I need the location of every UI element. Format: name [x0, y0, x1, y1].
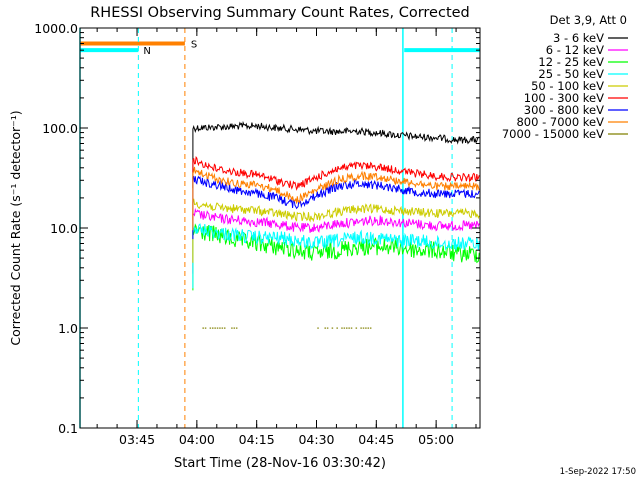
- series-points-8: [365, 327, 367, 329]
- series-points-8: [219, 327, 221, 329]
- x-tick-label: 05:00: [418, 432, 454, 447]
- x-tick-label: 04:00: [179, 432, 215, 447]
- series-points-8: [223, 327, 226, 329]
- legend-label: 50 - 100 keV: [531, 79, 604, 93]
- series-line-4: [192, 198, 480, 263]
- series-points-8: [367, 327, 370, 329]
- y-tick-label: 1.0: [58, 321, 78, 336]
- series-points-8: [231, 327, 233, 329]
- series-points-8: [331, 327, 334, 329]
- legend-title: Det 3,9, Att 0: [550, 13, 627, 27]
- series-points-8: [324, 327, 326, 329]
- y-axis-label: Corrected Count Rate (s⁻¹ detector⁻¹): [8, 110, 23, 345]
- series-points-8: [209, 327, 212, 329]
- series-line-2: [192, 223, 480, 291]
- generated-date: 1-Sep-2022 17:50: [560, 467, 636, 477]
- series-points-8: [216, 327, 219, 329]
- series-points-8: [341, 327, 343, 329]
- axes: 0.1 1.0 10.0 100.0 1000.0 03:45 04:00 04:15 04:3…: [34, 21, 480, 447]
- series-points-8: [355, 327, 358, 329]
- series-points-8: [369, 327, 372, 329]
- legend-label: 6 - 12 keV: [546, 43, 604, 57]
- legend-label: 3 - 6 keV: [553, 31, 604, 45]
- y-tick-label: 1000.0: [34, 21, 78, 36]
- series-points-8: [235, 327, 238, 329]
- series-points-8: [360, 327, 362, 329]
- x-axis-label: Start Time (28-Nov-16 03:30:42): [174, 456, 386, 471]
- chart-title: RHESSI Observing Summary Count Rates, Co…: [90, 5, 470, 21]
- series-points-8: [362, 327, 365, 329]
- legend-label: 7000 - 15000 keV: [502, 127, 604, 141]
- x-tick-label: 04:15: [239, 432, 275, 447]
- legend-label: 100 - 300 keV: [524, 91, 604, 105]
- x-tick-label: 03:45: [119, 432, 155, 447]
- y-tick-label: 100.0: [42, 121, 78, 136]
- series-line-7: [192, 166, 480, 231]
- series-line-5: [192, 155, 480, 221]
- x-tick-label: 04:30: [298, 432, 334, 447]
- series-points-8: [212, 327, 214, 329]
- y-tick-label: 10.0: [50, 221, 78, 236]
- series-points-8: [221, 327, 224, 329]
- series-points-8: [350, 327, 353, 329]
- series-points-8: [336, 327, 338, 329]
- legend-label: 800 - 7000 keV: [516, 115, 604, 129]
- legend-label: 12 - 25 keV: [538, 55, 604, 69]
- series-points-8: [343, 327, 346, 329]
- series-line-0: [192, 120, 480, 189]
- plot-frame: [79, 27, 481, 429]
- series-points-8: [214, 327, 216, 329]
- plot-area: NS: [79, 28, 480, 428]
- legend-label: 25 - 50 keV: [538, 67, 604, 81]
- series-points-8: [348, 327, 350, 329]
- flag-label-S: S: [191, 39, 197, 50]
- series-points-8: [317, 327, 319, 329]
- series-points-8: [204, 327, 207, 329]
- series-line-3: [192, 223, 480, 289]
- series-line-1: [192, 207, 480, 274]
- series-line-6: [192, 175, 480, 240]
- x-tick-label: 04:45: [358, 432, 394, 447]
- series-points-8: [202, 327, 204, 329]
- series-points-8: [233, 327, 236, 329]
- flag-label-N: N: [143, 46, 150, 57]
- series-points-8: [326, 327, 329, 329]
- y-tick-label: 0.1: [58, 421, 78, 436]
- legend-label: 300 - 800 keV: [524, 103, 604, 117]
- series-points-8: [346, 327, 348, 329]
